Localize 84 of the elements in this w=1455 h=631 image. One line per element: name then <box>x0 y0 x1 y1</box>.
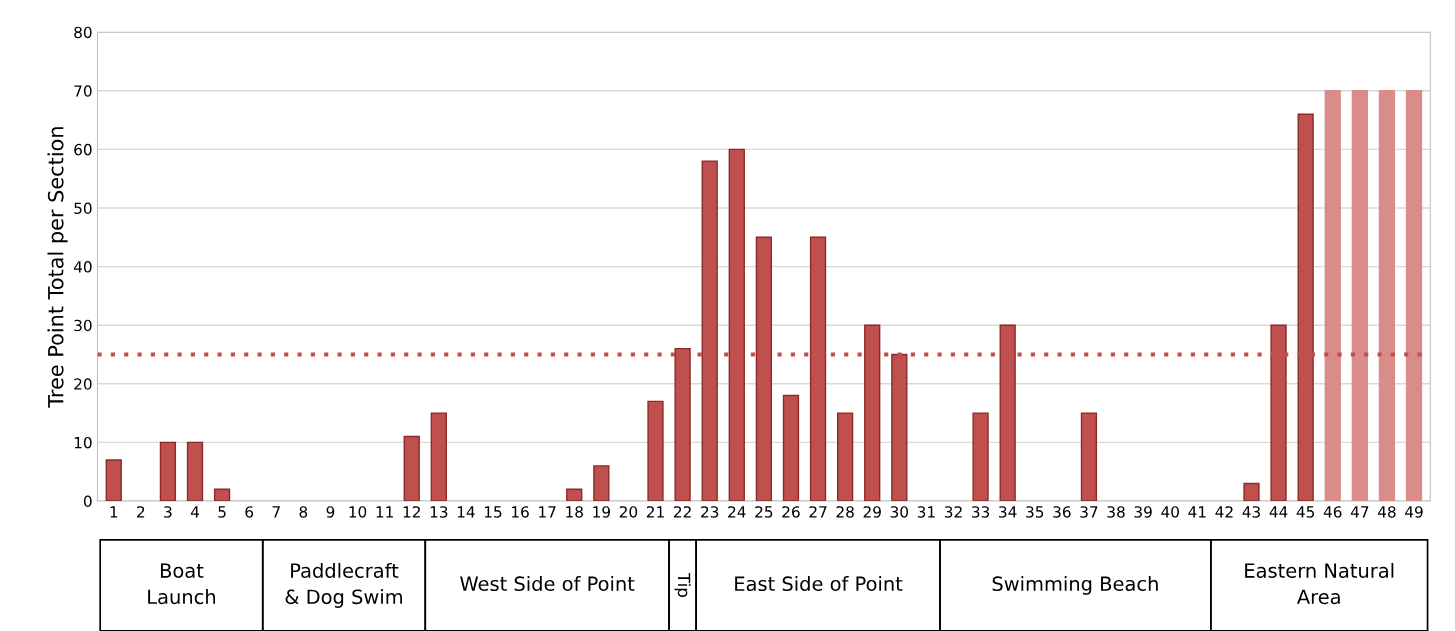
x-tick-label: 33 <box>972 506 990 518</box>
bar <box>836 412 854 502</box>
x-tick-label: 42 <box>1215 506 1233 518</box>
bar <box>1378 90 1396 502</box>
x-tick-label: 22 <box>674 506 691 518</box>
text: Swimming Beach <box>992 575 1158 595</box>
y-tick-label: 60 <box>74 143 92 156</box>
x-tick-label: 4 <box>190 506 200 518</box>
bar <box>782 394 800 502</box>
x-tick-label: 44 <box>1269 506 1288 518</box>
x-tick-label: 34 <box>999 506 1017 518</box>
x-tick-label: 9 <box>326 506 335 518</box>
x-tick-label: 8 <box>299 506 308 518</box>
bar <box>1405 90 1423 502</box>
x-tick-label: 30 <box>890 506 909 518</box>
x-tick-label: 17 <box>539 506 556 518</box>
bar <box>972 412 989 502</box>
x-tick-label: 28 <box>836 506 854 518</box>
x-tick-label: 24 <box>728 506 746 518</box>
x-tick-label: 1 <box>110 506 118 518</box>
x-tick-label: 19 <box>593 506 610 518</box>
bar <box>186 441 204 502</box>
x-tick-label: 45 <box>1296 506 1315 518</box>
y-axis-title: Tree Point Total per Section <box>47 127 68 408</box>
bar <box>105 459 122 502</box>
x-tick-label: 37 <box>1080 506 1098 518</box>
x-tick-label: 26 <box>782 506 800 518</box>
bar <box>566 488 583 502</box>
x-tick-label: 27 <box>809 506 827 518</box>
text: Boat Launch <box>148 563 216 605</box>
x-tick-label: 39 <box>1134 506 1152 518</box>
y-tick-label: 40 <box>73 261 92 273</box>
x-tick-label: 29 <box>863 506 881 518</box>
x-tick-label: 31 <box>917 506 935 518</box>
x-tick-label: 5 <box>218 506 226 518</box>
bar <box>647 400 664 502</box>
y-tick-label: 10 <box>74 436 92 449</box>
x-tick-label: 32 <box>944 506 962 518</box>
x-tick-label: 35 <box>1026 506 1044 518</box>
x-tick-label: 36 <box>1053 506 1071 518</box>
x-tick-label: 21 <box>646 506 664 518</box>
x-tick-label: 47 <box>1350 506 1369 518</box>
x-tick-label: 7 <box>272 506 280 518</box>
x-tick-label: 14 <box>457 506 475 518</box>
x-tick-label: 16 <box>512 506 529 518</box>
x-tick-label: 46 <box>1323 506 1342 518</box>
x-tick-label: 20 <box>619 506 638 518</box>
y-tick-label: 50 <box>74 202 92 215</box>
x-tick-label: 41 <box>1188 506 1206 518</box>
bar <box>593 465 610 502</box>
bar <box>403 435 420 502</box>
x-tick-label: 12 <box>403 506 420 518</box>
x-tick-label: 15 <box>484 506 502 518</box>
text: Tip <box>674 572 691 597</box>
bar <box>1080 412 1098 502</box>
x-tick-label: 11 <box>376 506 393 518</box>
x-tick-label: 10 <box>349 506 367 518</box>
x-tick-label: 2 <box>137 506 145 518</box>
x-tick-label: 43 <box>1242 506 1260 518</box>
text: West Side of Point <box>460 575 635 592</box>
x-tick-label: 6 <box>245 506 254 518</box>
x-tick-label: 23 <box>701 506 719 518</box>
text: Eastern Natural Area <box>1245 562 1394 605</box>
x-tick-label: 40 <box>1161 506 1179 518</box>
bar <box>1243 482 1260 502</box>
y-tick-label: 30 <box>74 319 92 332</box>
bar <box>1324 90 1341 502</box>
y-tick-label: 20 <box>74 378 92 390</box>
bar <box>430 412 447 502</box>
x-tick-label: 25 <box>755 506 773 518</box>
x-tick-label: 48 <box>1377 506 1396 518</box>
x-tick-label: 38 <box>1107 506 1125 518</box>
y-tick-label: 80 <box>74 26 92 39</box>
y-tick-label: 0 <box>83 495 92 508</box>
bar <box>159 441 177 502</box>
text: Paddlecraft & Dog Swim <box>285 562 403 608</box>
bar <box>213 488 231 502</box>
x-tick-label: 18 <box>566 506 583 518</box>
x-tick-label: 3 <box>164 506 172 518</box>
y-tick-label: 70 <box>74 85 92 97</box>
x-tick-label: 49 <box>1405 506 1423 518</box>
text: East Side of Point <box>735 575 903 592</box>
x-tick-label: 13 <box>430 506 448 518</box>
bar <box>1351 90 1368 502</box>
